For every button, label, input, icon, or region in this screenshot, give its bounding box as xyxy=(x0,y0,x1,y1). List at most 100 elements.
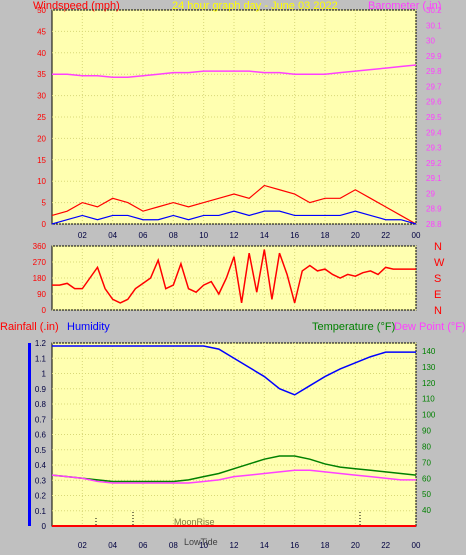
x-tick-label: 04 xyxy=(108,231,117,240)
panel3-series xyxy=(51,345,417,527)
x-tick-label: 06 xyxy=(139,541,148,550)
x-tick-label: 20 xyxy=(351,231,360,240)
panel2-grid xyxy=(52,245,417,311)
x-tick-label: 20 xyxy=(351,541,360,550)
humidity-axis-bar xyxy=(28,343,31,526)
wind-tick-label: 40 xyxy=(37,49,46,58)
rain-tick-label: 0.5 xyxy=(35,446,47,455)
panel1-left-ticks: 0 5 10 15 20 25 30 35 40 45 50 xyxy=(37,6,46,229)
temperature-tick-label: 90 xyxy=(422,427,431,436)
rain-tick-label: 0.1 xyxy=(35,507,47,516)
x-tick-label: 10 xyxy=(199,541,208,550)
wind-tick-label: 15 xyxy=(37,156,46,165)
temperature-tick-label: 40 xyxy=(422,506,431,515)
barometer-tick-label: 29.8 xyxy=(426,67,442,76)
temperature-tick-label: 60 xyxy=(422,474,431,483)
moonrise-label: MoonRise xyxy=(174,517,215,527)
direction-tick-label: 270 xyxy=(33,258,47,267)
panel3-x-ticks: 02 04 06 08 10 12 14 16 18 20 22 00 xyxy=(78,541,421,550)
wind-tick-label: 45 xyxy=(37,27,46,36)
temperature-tick-label: 140 xyxy=(422,347,436,356)
panel3-right-ticks: 40 50 60 70 80 90 100 110 120 130 140 xyxy=(422,347,436,515)
temperature-tick-label: 80 xyxy=(422,442,431,451)
lowtide-label: LowTide xyxy=(184,537,218,547)
x-tick-label: 10 xyxy=(199,231,208,240)
panel3-left-ticks: 0 0.1 0.2 0.3 0.4 0.5 0.6 0.7 0.8 0.9 1 1.1 1.2 xyxy=(35,339,47,531)
graph-title: 24 hour graph day - June 03 2022 xyxy=(172,0,338,12)
barometer-tick-label: 29.3 xyxy=(426,144,442,153)
x-tick-label: 12 xyxy=(230,541,239,550)
temperature-tick-label: 50 xyxy=(422,490,431,499)
barometer-tick-label: 29.2 xyxy=(426,159,442,168)
x-tick-label: 12 xyxy=(230,231,239,240)
x-tick-label: 00 xyxy=(412,541,421,550)
barometer-tick-label: 29.9 xyxy=(426,52,442,61)
x-tick-label: 14 xyxy=(260,541,269,550)
compass-label: N xyxy=(434,241,442,253)
wind-tick-label: 0 xyxy=(42,220,47,229)
direction-tick-label: 180 xyxy=(33,274,47,283)
panel2-left-ticks: 0 90 180 270 360 xyxy=(33,242,47,315)
temperature-tick-label: 100 xyxy=(422,411,436,420)
temperature-line xyxy=(51,455,417,483)
x-tick-label: 16 xyxy=(290,541,299,550)
panel1-x-ticks: 02 04 06 08 10 12 14 16 18 20 22 00 xyxy=(78,231,421,240)
wind-speed-line xyxy=(51,210,417,225)
barometer-tick-label: 30.1 xyxy=(426,21,442,30)
x-tick-label: 08 xyxy=(169,231,178,240)
x-tick-label: 14 xyxy=(260,231,269,240)
barometer-line xyxy=(52,64,417,79)
barometer-tick-label: 29 xyxy=(426,189,435,198)
compass-label: S xyxy=(434,273,441,285)
temperature-tick-label: 120 xyxy=(422,379,436,388)
rain-tick-label: 0.8 xyxy=(35,400,47,409)
wind-tick-label: 30 xyxy=(37,92,46,101)
rain-tick-label: 0.7 xyxy=(35,415,47,424)
barometer-tick-label: 30 xyxy=(426,37,435,46)
panel1-right-ticks: 28.8 28.9 29 29.1 29.2 29.3 29.4 29.5 29.6 29.7 29… xyxy=(426,6,442,229)
barometer-tick-label: 30.2 xyxy=(426,6,442,15)
compass-label: E xyxy=(434,289,441,301)
x-tick-label: 02 xyxy=(78,231,87,240)
wind-direction-line xyxy=(52,249,416,304)
x-tick-label: 04 xyxy=(108,541,117,550)
wind-tick-label: 20 xyxy=(37,134,46,143)
panel3-grid xyxy=(52,342,417,527)
barometer-tick-label: 29.1 xyxy=(426,174,442,183)
panel1-series xyxy=(51,64,417,225)
rain-tick-label: 0 xyxy=(42,522,47,531)
x-tick-label: 08 xyxy=(169,541,178,550)
temperature-tick-label: 70 xyxy=(422,458,431,467)
x-tick-label: 22 xyxy=(381,541,390,550)
compass-label: N xyxy=(434,305,442,317)
wind-axis-title: Windspeed (mph) xyxy=(33,0,120,12)
barometer-tick-label: 29.7 xyxy=(426,82,442,91)
panel1-grid xyxy=(52,9,417,225)
compass-label: W xyxy=(434,257,445,269)
barometer-tick-label: 28.9 xyxy=(426,205,442,214)
x-tick-label: 02 xyxy=(78,541,87,550)
wind-tick-label: 50 xyxy=(37,6,46,15)
temperature-axis-title: Temperature (°F) xyxy=(312,321,395,333)
panel2-series xyxy=(52,249,416,304)
rain-tick-label: 0.3 xyxy=(35,476,47,485)
direction-tick-label: 0 xyxy=(42,306,47,315)
barometer-tick-label: 29.4 xyxy=(426,128,442,137)
barometer-axis-title: Barometer (.in) xyxy=(368,0,441,12)
humidity-axis-title: Humidity xyxy=(67,321,110,333)
direction-tick-label: 360 xyxy=(33,242,47,251)
barometer-tick-label: 28.8 xyxy=(426,220,442,229)
rain-tick-label: 0.6 xyxy=(35,431,47,440)
barometer-tick-label: 29.5 xyxy=(426,113,442,122)
dewpoint-line xyxy=(51,469,416,484)
x-tick-label: 22 xyxy=(381,231,390,240)
x-tick-label: 18 xyxy=(321,541,330,550)
rain-tick-label: 1 xyxy=(42,370,47,379)
wind-tick-label: 25 xyxy=(37,113,46,122)
wind-tick-label: 35 xyxy=(37,70,46,79)
rain-tick-label: 0.2 xyxy=(35,492,47,501)
temperature-tick-label: 130 xyxy=(422,363,436,372)
